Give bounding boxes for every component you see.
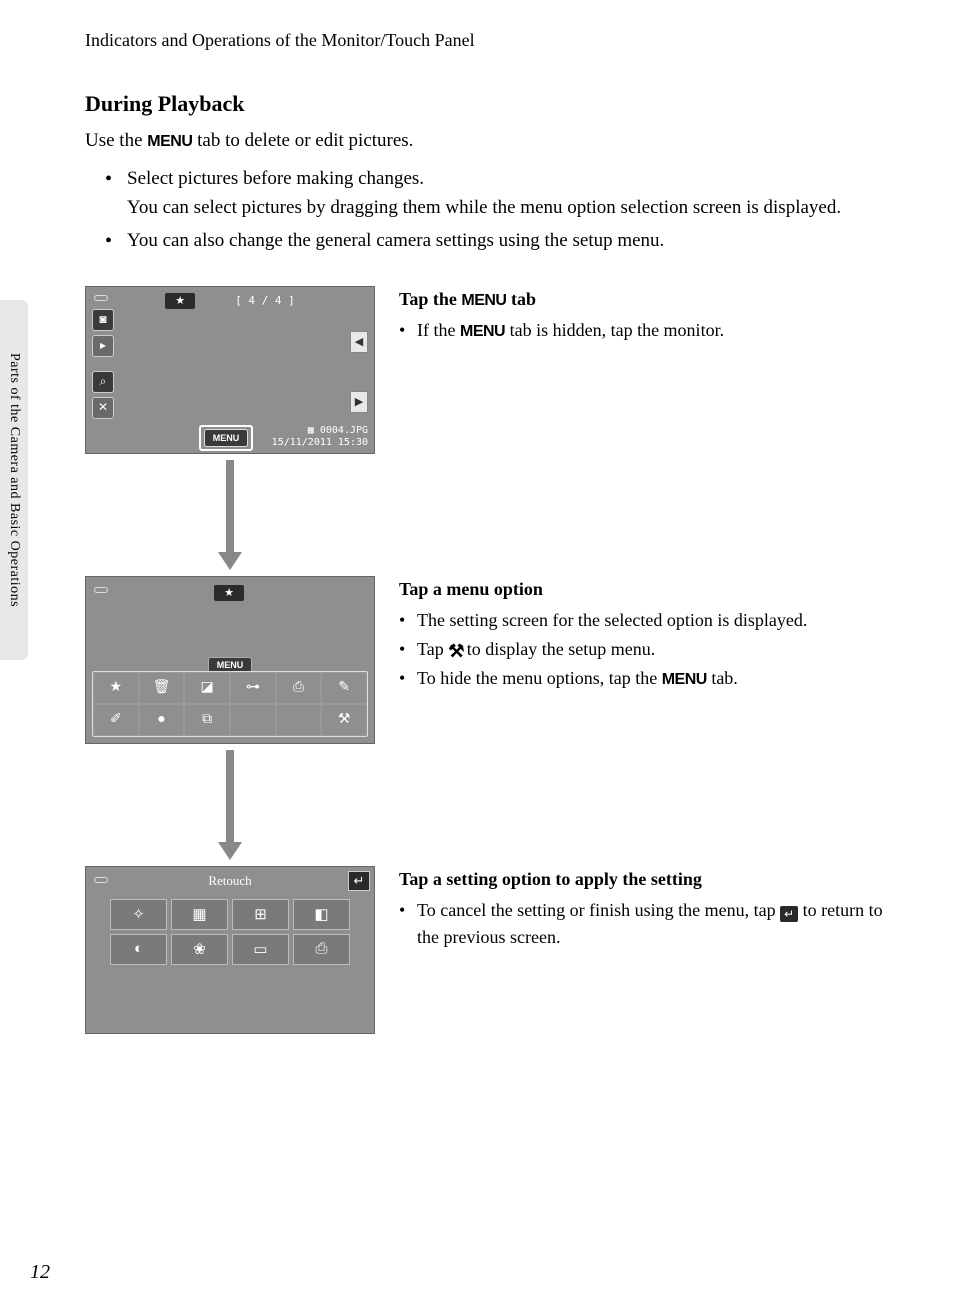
list-item: If the MENU tab is hidden, tap the monit… bbox=[399, 317, 894, 344]
frame-counter: [ 4 / 4 ] bbox=[235, 294, 295, 307]
menu-option-protect-icon[interactable]: ⊶ bbox=[230, 672, 276, 704]
back-icon: ↵ bbox=[780, 906, 798, 922]
list-item: Select pictures before making changes. Y… bbox=[105, 164, 894, 223]
step1-title: Tap the MENU tab bbox=[399, 286, 894, 313]
playback-tab-icon[interactable]: ▸ bbox=[92, 335, 114, 357]
step3-title: Tap a setting option to apply the settin… bbox=[399, 866, 894, 893]
menu-option-paint-icon[interactable]: ✐ bbox=[93, 704, 139, 736]
retouch-option-icon[interactable]: ⊞ bbox=[232, 899, 289, 930]
menu-option-empty bbox=[230, 704, 276, 736]
thumbnail-tab-icon[interactable]: ✕ bbox=[92, 397, 114, 419]
retouch-options-grid: ✧ ▦ ⊞ ◧ ◐ ❀ ▭ ⎙ bbox=[110, 899, 350, 965]
retouch-option-icon[interactable]: ❀ bbox=[171, 934, 228, 965]
list-item: To cancel the setting or finish using th… bbox=[399, 897, 894, 951]
intro-prefix: Use the bbox=[85, 130, 147, 151]
menu-options-grid: ★ 🗑 ◪ ⊶ ⎙ ✎ ✐ ● ⧉ ⚒ bbox=[92, 671, 368, 737]
menu-option-setup-icon[interactable]: ⚒ bbox=[321, 704, 367, 736]
step1-b1-suffix: tab is hidden, tap the monitor. bbox=[505, 320, 724, 340]
menu-option-copy-icon[interactable]: ⧉ bbox=[184, 704, 230, 736]
menu-word-icon: MENU bbox=[662, 671, 707, 688]
side-tab-label: Parts of the Camera and Basic Operations bbox=[6, 353, 22, 607]
menu-option-empty bbox=[276, 704, 322, 736]
bullet-text: Select pictures before making changes. bbox=[127, 168, 424, 189]
retouch-option-icon[interactable]: ◐ bbox=[110, 934, 167, 965]
menu-option-favorite-icon[interactable]: ★ bbox=[93, 672, 139, 704]
prev-image-button[interactable]: ◀ bbox=[350, 331, 368, 353]
step1-b1-prefix: If the bbox=[417, 320, 460, 340]
battery-icon bbox=[94, 587, 108, 593]
list-item: To hide the menu options, tap the MENU t… bbox=[399, 665, 894, 692]
intro-suffix: tab to delete or edit pictures. bbox=[192, 130, 413, 151]
menu-word-icon: MENU bbox=[147, 133, 192, 150]
menu-word-icon: MENU bbox=[460, 323, 505, 340]
step2-b2-suffix: to display the setup menu. bbox=[462, 639, 655, 659]
menu-option-print-icon[interactable]: ⎙ bbox=[276, 672, 322, 704]
menu-word-icon: MENU bbox=[461, 292, 506, 309]
retouch-option-icon[interactable]: ✧ bbox=[110, 899, 167, 930]
retouch-title: Retouch bbox=[86, 873, 374, 889]
page-number: 12 bbox=[30, 1261, 50, 1284]
file-datetime: 15/11/2011 15:30 bbox=[272, 437, 368, 449]
step2-b3-prefix: To hide the menu options, tap the bbox=[417, 668, 662, 688]
menu-option-retouch-icon[interactable]: ✎ bbox=[321, 672, 367, 704]
zoom-tab-icon[interactable]: ⌕ bbox=[92, 371, 114, 393]
down-arrow-icon bbox=[85, 750, 375, 860]
list-item: The setting screen for the selected opti… bbox=[399, 607, 894, 634]
intro-text: Use the MENU tab to delete or edit pictu… bbox=[85, 127, 894, 156]
setup-wrench-icon: ⚒ bbox=[448, 638, 462, 652]
section-title: During Playback bbox=[85, 91, 894, 117]
rating-star-icon[interactable]: ★ bbox=[165, 293, 195, 309]
bullet-text: You can select pictures by dragging them… bbox=[127, 197, 841, 218]
retouch-option-icon[interactable]: ▭ bbox=[232, 934, 289, 965]
list-item: Tap ⚒ to display the setup menu. bbox=[399, 636, 894, 663]
step3-b1-prefix: To cancel the setting or finish using th… bbox=[417, 900, 780, 920]
retouch-option-icon[interactable]: ⎙ bbox=[293, 934, 350, 965]
main-bullet-list: Select pictures before making changes. Y… bbox=[105, 164, 894, 256]
step2-b3-suffix: tab. bbox=[707, 668, 738, 688]
step2-title: Tap a menu option bbox=[399, 576, 894, 603]
left-tab-bar: ◙ ▸ ⌕ ✕ bbox=[92, 309, 114, 419]
file-info: ▦ 0004.JPG 15/11/2011 15:30 bbox=[272, 425, 368, 449]
back-button[interactable]: ↵ bbox=[348, 871, 370, 891]
filename: 0004.JPG bbox=[320, 425, 368, 436]
menu-option-voice-icon[interactable]: ● bbox=[139, 704, 185, 736]
retouch-option-icon[interactable]: ▦ bbox=[171, 899, 228, 930]
step1-title-suffix: tab bbox=[506, 289, 536, 309]
step2-b2-prefix: Tap bbox=[417, 639, 448, 659]
playback-screen-3: Retouch ↵ ✧ ▦ ⊞ ◧ ◐ ❀ ▭ ⎙ bbox=[85, 866, 375, 1034]
retouch-option-icon[interactable]: ◧ bbox=[293, 899, 350, 930]
next-image-button[interactable]: ▶ bbox=[350, 391, 368, 413]
menu-tab-button[interactable]: MENU bbox=[204, 429, 248, 447]
side-tab: Parts of the Camera and Basic Operations bbox=[0, 300, 28, 660]
camera-tab-icon[interactable]: ◙ bbox=[92, 309, 114, 331]
menu-option-delete-icon[interactable]: 🗑 bbox=[139, 672, 185, 704]
menu-option-slideshow-icon[interactable]: ◪ bbox=[184, 672, 230, 704]
playback-screen-2: ★ MENU ★ 🗑 ◪ ⊶ ⎙ ✎ ✐ ● ⧉ ⚒ bbox=[85, 576, 375, 744]
step1-title-prefix: Tap the bbox=[399, 289, 461, 309]
down-arrow-icon bbox=[85, 460, 375, 570]
list-item: You can also change the general camera s… bbox=[105, 226, 894, 255]
rating-star-icon[interactable]: ★ bbox=[214, 585, 244, 601]
playback-screen-1: ◙ ▸ ⌕ ✕ ★ [ 4 / 4 ] ◀ ▶ MENU ▦ 0004.JPG … bbox=[85, 286, 375, 454]
header-line: Indicators and Operations of the Monitor… bbox=[85, 30, 894, 51]
